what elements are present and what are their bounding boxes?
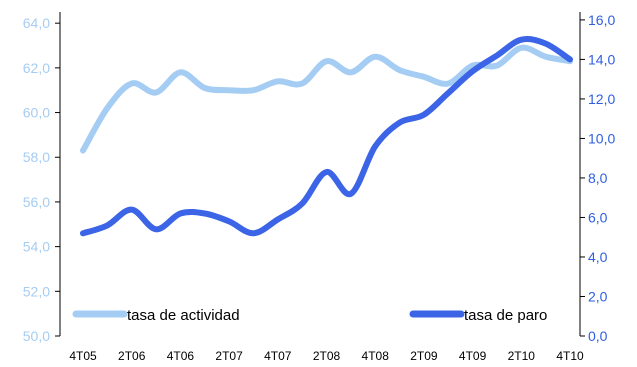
right-tick-label: 14,0 <box>588 51 615 67</box>
left-y-axis: 50,0 52,0 54,0 56,0 58,0 60,0 62,0 64,0 <box>23 12 61 344</box>
series-line-tasa-de-paro <box>80 36 573 237</box>
legend-label-tasa-de-paro: tasa de paro <box>464 307 547 324</box>
right-tick-label: 16,0 <box>588 12 615 28</box>
x-tick-label: 4T07 <box>264 349 292 363</box>
x-tick-label: 2T06 <box>118 349 146 363</box>
legend: tasa de actividad tasa de paro <box>72 307 547 324</box>
right-tick-label: 10,0 <box>588 130 615 146</box>
right-tick-label: 2,0 <box>588 288 608 304</box>
left-tick-label: 52,0 <box>23 283 50 299</box>
x-tick-label: 4T05 <box>69 349 97 363</box>
x-tick-label: 2T10 <box>508 349 536 363</box>
right-tick-label: 0,0 <box>588 328 608 344</box>
left-tick-label: 60,0 <box>23 105 50 121</box>
x-tick-label: 4T09 <box>459 349 487 363</box>
right-tick-label: 4,0 <box>588 249 608 265</box>
right-tick-label: 8,0 <box>588 170 608 186</box>
series-layer <box>80 36 573 237</box>
legend-label-tasa-de-actividad: tasa de actividad <box>127 307 240 324</box>
right-tick-label: 12,0 <box>588 91 615 107</box>
x-tick-label: 2T08 <box>313 349 341 363</box>
x-tick-label: 4T10 <box>556 349 584 363</box>
x-axis: 4T05 2T06 4T06 2T07 4T07 2T08 4T08 2T09 4T09 2T10… <box>69 349 584 363</box>
left-tick-label: 62,0 <box>23 60 50 76</box>
x-tick-label: 2T07 <box>215 349 243 363</box>
left-tick-label: 64,0 <box>23 15 50 31</box>
x-tick-label: 2T09 <box>410 349 438 363</box>
left-tick-label: 58,0 <box>23 149 50 165</box>
right-tick-label: 6,0 <box>588 209 608 225</box>
left-tick-label: 56,0 <box>23 194 50 210</box>
series-line-tasa-de-actividad <box>80 44 573 154</box>
x-tick-label: 4T06 <box>167 349 195 363</box>
left-tick-label: 54,0 <box>23 239 50 255</box>
left-tick-label: 50,0 <box>23 328 50 344</box>
right-y-axis: 0,0 2,0 4,0 6,0 8,0 10,0 12,0 14,0 16,0 <box>579 12 615 344</box>
x-tick-label: 4T08 <box>362 349 390 363</box>
